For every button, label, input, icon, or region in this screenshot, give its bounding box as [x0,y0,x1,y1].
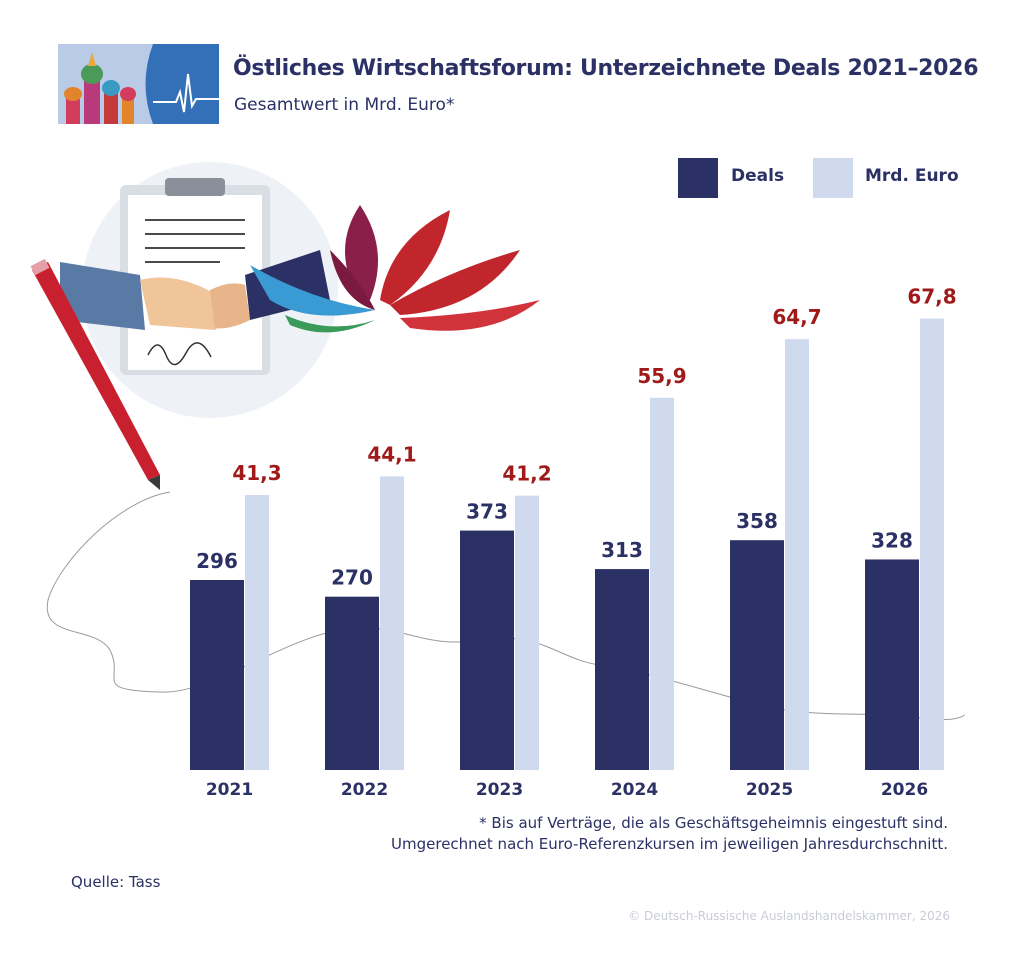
data-label-value-2021: 41,3 [232,461,281,485]
x-tick-label-2021: 2021 [206,780,253,800]
data-label-value-2023: 41,2 [502,462,551,486]
footnote-line-2: Umgerechnet nach Euro-Referenzkursen im … [391,835,948,853]
source-note: Quelle: Tass [71,873,161,891]
legend-swatch-value [813,158,853,198]
x-tick-label-2023: 2023 [476,780,523,800]
bar-deals-2023 [460,530,514,770]
legend-label-deals: Deals [731,166,785,186]
bar-value-2022 [380,476,404,770]
forum-logo-image [58,44,219,124]
data-label-deals-2025: 358 [736,509,778,533]
bar-value-2021 [245,495,269,770]
x-tick-label-2026: 2026 [881,780,928,800]
bar-deals-2025 [730,540,784,770]
data-label-value-2022: 44,1 [367,442,416,466]
data-label-deals-2023: 373 [466,500,508,524]
data-label-deals-2026: 328 [871,528,913,552]
data-label-value-2025: 64,7 [772,305,821,329]
data-label-value-2024: 55,9 [637,364,686,388]
x-tick-label-2024: 2024 [611,780,658,800]
chart-subtitle: Gesamtwert in Mrd. Euro* [234,95,455,115]
chart-title: Östliches Wirtschaftsforum: Unterzeichne… [233,56,979,81]
x-tick-label-2022: 2022 [341,780,388,800]
data-label-deals-2021: 296 [196,549,238,573]
bar-deals-2022 [325,596,379,770]
bar-value-2023 [515,495,539,770]
x-tick-label-2025: 2025 [746,780,793,800]
footnote: * Bis auf Verträge, die als Geschäftsgeh… [248,813,948,855]
bar-value-2024 [650,397,674,770]
lotus-logo [250,205,540,333]
bar-deals-2024 [595,569,649,770]
data-label-deals-2022: 270 [331,566,373,590]
legend-label-value: Mrd. Euro [865,166,959,186]
data-label-value-2026: 67,8 [907,285,956,309]
handshake-illustration [30,162,540,490]
bar-value-2026 [920,318,944,770]
bar-deals-2026 [865,559,919,770]
bar-deals-2021 [190,580,244,770]
bar-value-2025 [785,339,809,770]
pen-icon [30,258,160,490]
copyright-note: © Deutsch-Russische Auslandshandelskamme… [628,909,950,923]
data-label-deals-2024: 313 [601,538,643,562]
legend-swatch-deals [678,158,718,198]
footnote-line-1: * Bis auf Verträge, die als Geschäftsgeh… [479,814,948,832]
